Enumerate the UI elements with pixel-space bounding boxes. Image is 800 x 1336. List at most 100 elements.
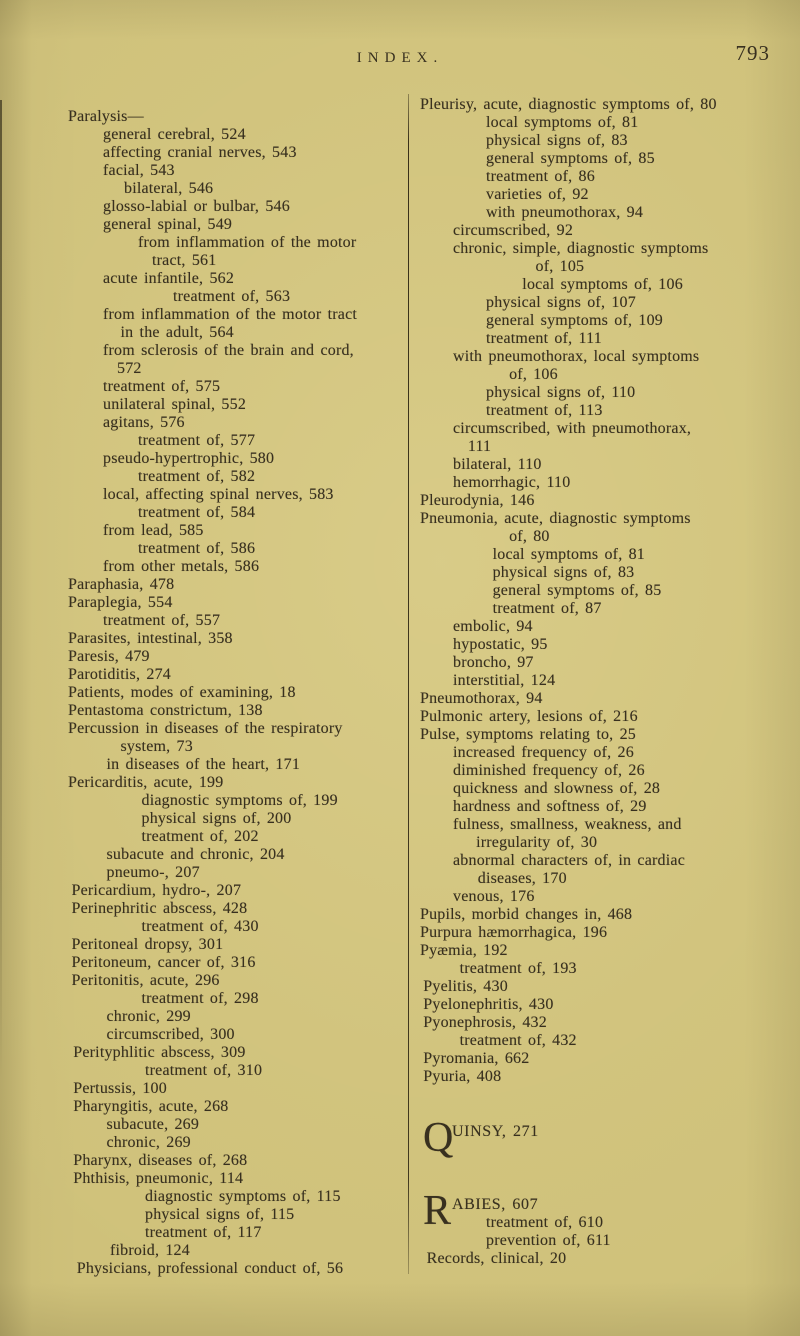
index-entry: diseases, 170 xyxy=(477,870,567,887)
index-entry: treatment of, 575 xyxy=(103,378,221,395)
index-entry: physical signs of, 200 xyxy=(141,810,292,827)
index-entry: from inflammation of the motor xyxy=(138,234,357,251)
index-entry: local symptoms of, 81 xyxy=(492,546,646,563)
index-entry: general symptoms of, 85 xyxy=(492,582,662,599)
index-entry: diminished frequency of, 26 xyxy=(453,762,645,779)
index-entry: Peritonitis, acute, 296 xyxy=(71,972,220,989)
index-entry: 572 xyxy=(117,360,142,377)
index-entry: physical signs of, 83 xyxy=(486,132,628,149)
index-entry: pneumo-, 207 xyxy=(106,864,200,881)
index-entry: treatment of, 113 xyxy=(486,402,603,419)
index-entry: Pneumothorax, 94 xyxy=(420,690,543,707)
index-entry: 111 xyxy=(467,438,492,455)
index-entry: Pericardium, hydro-, 207 xyxy=(71,882,242,899)
index-entry: treatment of, 586 xyxy=(138,540,256,557)
index-entry: glosso-labial or bulbar, 546 xyxy=(103,198,290,215)
index-entry: Records, clinical, 20 xyxy=(426,1250,567,1267)
index-entry: physical signs of, 115 xyxy=(145,1206,295,1223)
index-entry: embolic, 94 xyxy=(453,618,533,635)
index-entry: increased frequency of, 26 xyxy=(453,744,634,761)
index-entry: affecting cranial nerves, 543 xyxy=(103,144,297,161)
index-entry: Parotiditis, 274 xyxy=(68,666,171,683)
index-entry: general cerebral, 524 xyxy=(103,126,246,143)
index-entry: varieties of, 92 xyxy=(486,186,589,203)
index-entry: hemorrhagic, 110 xyxy=(453,474,571,491)
index-entry: treatment of, 582 xyxy=(138,468,256,485)
index-entry: R ABIES, 607 xyxy=(420,1190,798,1232)
index-entry-text: ABIES, 607 xyxy=(452,1196,539,1213)
index-entry: chronic, 269 xyxy=(106,1134,191,1151)
index-entry: in diseases of the heart, 171 xyxy=(106,756,301,773)
index-entry: treatment of, 202 xyxy=(141,828,259,845)
index-entry: from sclerosis of the brain and cord, xyxy=(103,342,354,359)
index-entry: physical signs of, 107 xyxy=(486,294,636,311)
index-entry: Pulmonic artery, lesions of, 216 xyxy=(420,708,638,725)
scan-edge-shadow xyxy=(0,100,2,1080)
index-entry: treatment of, 193 xyxy=(459,960,577,977)
index-entry: irregularity of, 30 xyxy=(476,834,598,851)
index-entry: Pyonephrosis, 432 xyxy=(423,1014,547,1031)
running-head: INDEX. 793 xyxy=(0,0,800,80)
index-entry: treatment of, 610 xyxy=(486,1214,604,1231)
index-entry: bilateral, 546 xyxy=(124,180,214,197)
index-entry: of, 80 xyxy=(509,528,550,545)
index-entry: tract, 561 xyxy=(152,252,217,269)
index-entry: chronic, simple, diagnostic symptoms xyxy=(453,240,709,257)
index-entry: Pyuria, 408 xyxy=(423,1068,502,1085)
page-title: INDEX. xyxy=(356,50,444,66)
index-entry: physical signs of, 83 xyxy=(492,564,635,581)
index-entry: with pneumothorax, local symptoms xyxy=(453,348,700,365)
index-entry: from lead, 585 xyxy=(103,522,204,539)
index-entry: pseudo-hypertrophic, 580 xyxy=(103,450,275,467)
index-entry: of, 105 xyxy=(535,258,585,275)
index-entry: Pulse, symptoms relating to, 25 xyxy=(420,726,636,743)
index-column-right: Pleurisy, acute, diagnostic symptoms of,… xyxy=(420,96,798,1268)
index-entry: agitans, 576 xyxy=(103,414,185,431)
index-entry: treatment of, 310 xyxy=(145,1062,263,1079)
index-entry: Perityphlitic abscess, 309 xyxy=(73,1044,246,1061)
page-number: 793 xyxy=(735,41,770,65)
index-entry: Pyromania, 662 xyxy=(423,1050,530,1067)
index-entry: treatment of, 584 xyxy=(138,504,256,521)
index-entry: Pyæmia, 192 xyxy=(420,942,508,959)
dropcap-letter: Q xyxy=(423,1115,454,1161)
index-entry: Peritoneal dropsy, 301 xyxy=(71,936,224,953)
index-entry: bilateral, 110 xyxy=(453,456,542,473)
index-entry: Paresis, 479 xyxy=(68,648,150,665)
index-entry: general symptoms of, 85 xyxy=(486,150,655,167)
index-entry: fibroid, 124 xyxy=(110,1242,190,1259)
index-entry: Peritoneum, cancer of, 316 xyxy=(71,954,256,971)
index-entry: Pleurodynia, 146 xyxy=(420,492,535,509)
index-entry: hypostatic, 95 xyxy=(453,636,548,653)
index-entry: Paraphasia, 478 xyxy=(68,576,175,593)
index-entry: Perinephritic abscess, 428 xyxy=(71,900,248,917)
index-entry: from other metals, 586 xyxy=(103,558,260,575)
index-entry: Paraplegia, 554 xyxy=(68,594,173,611)
index-entry: subacute and chronic, 204 xyxy=(106,846,285,863)
index-entry: local, affecting spinal nerves, 583 xyxy=(103,486,334,503)
index-entry: treatment of, 557 xyxy=(103,612,221,629)
index-entry: Pupils, morbid changes in, 468 xyxy=(420,906,633,923)
index-entry: treatment of, 86 xyxy=(486,168,595,185)
index-entry: Q UINSY, 271 xyxy=(420,1117,798,1159)
index-entry: treatment of, 563 xyxy=(173,288,291,305)
index-column-left: Paralysis— general cerebral, 524 affecting… xyxy=(0,108,406,1278)
column-divider-rule xyxy=(408,94,409,1274)
index-entry: chronic, 299 xyxy=(106,1008,191,1025)
index-entry: facial, 543 xyxy=(103,162,175,179)
index-entry: Pharynx, diseases of, 268 xyxy=(73,1152,248,1169)
index-entry: treatment of, 111 xyxy=(486,330,602,347)
index-entry: Pentastoma constrictum, 138 xyxy=(68,702,263,719)
index-entry: local symptoms of, 81 xyxy=(486,114,639,131)
dropcap-letter: R xyxy=(423,1188,452,1234)
index-entry: venous, 176 xyxy=(453,888,535,905)
index-entry: fulness, smallness, weakness, and xyxy=(453,816,682,833)
index-entry: interstitial, 124 xyxy=(453,672,556,689)
index-entry: physical signs of, 110 xyxy=(486,384,636,401)
index-entry: treatment of, 577 xyxy=(138,432,256,449)
index-entry: abnormal characters of, in cardiac xyxy=(453,852,686,869)
index-entry: Pericarditis, acute, 199 xyxy=(68,774,224,791)
index-entry: circumscribed, 92 xyxy=(453,222,574,239)
index-entry: system, 73 xyxy=(120,738,193,755)
index-entry: Percussion in diseases of the respirator… xyxy=(68,720,343,737)
